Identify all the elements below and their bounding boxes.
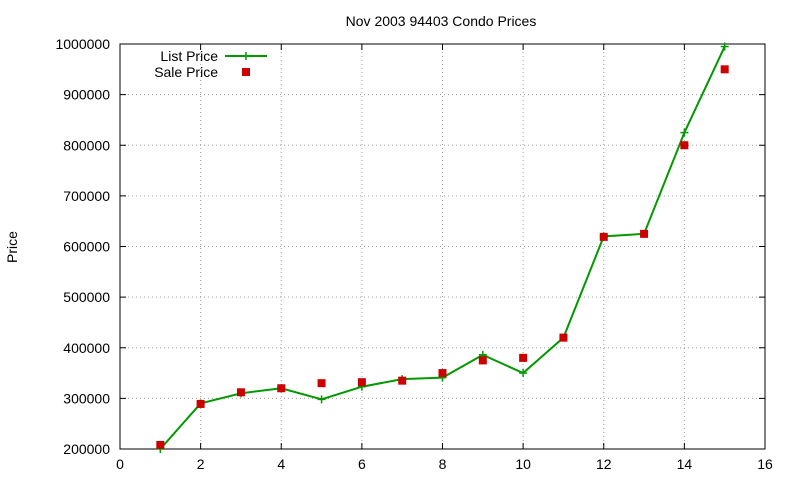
x-tick-label: 8 [439, 456, 447, 472]
sale-price-point [640, 229, 649, 238]
sale-price-point [599, 232, 608, 241]
x-tick-label: 10 [515, 456, 531, 472]
x-tick-label: 2 [197, 456, 205, 472]
list-price-point [519, 369, 528, 378]
series-layer [156, 42, 729, 453]
legend-label: Sale Price [154, 64, 218, 80]
y-tick-label: 1000000 [55, 36, 110, 52]
x-tick-label: 6 [358, 456, 366, 472]
list-price-point [317, 395, 326, 404]
sale-price-point [680, 141, 689, 150]
y-axis-label: Price [4, 231, 20, 263]
y-tick-label: 300000 [63, 390, 110, 406]
sale-price-point [398, 376, 407, 385]
y-tick-label: 200000 [63, 441, 110, 457]
sale-price-point [559, 333, 568, 342]
x-tick-label: 16 [757, 456, 773, 472]
axes-layer: 0 2 4 6 8 10 12 14 16 200000 300000 400000 500000 600… [55, 36, 773, 472]
sale-price-point [156, 440, 165, 449]
sale-price-point [720, 65, 729, 74]
sale-price-point [317, 379, 326, 388]
sale-price-point [357, 378, 366, 387]
x-tick-label: 0 [116, 456, 124, 472]
sale-price-point [236, 388, 245, 397]
list-price-point [680, 128, 689, 137]
x-tick-label: 14 [677, 456, 693, 472]
sale-price-point [438, 369, 447, 378]
grid-layer [120, 44, 765, 449]
x-tick-label: 4 [277, 456, 285, 472]
chart-title: Nov 2003 94403 Condo Prices [346, 13, 537, 29]
x-tick-label: 12 [596, 456, 612, 472]
y-tick-label: 600000 [63, 239, 110, 255]
y-tick-label: 500000 [63, 289, 110, 305]
sale-price-point [277, 384, 286, 393]
sale-price-point [196, 399, 205, 408]
y-tick-label: 400000 [63, 340, 110, 356]
y-tick-label: 900000 [63, 87, 110, 103]
y-tick-label: 700000 [63, 188, 110, 204]
y-tick-label: 800000 [63, 137, 110, 153]
list-price-point [720, 42, 729, 51]
legend-square-swatch [242, 68, 250, 76]
sale-price-point [478, 356, 487, 365]
legend-label: List Price [160, 48, 218, 64]
sale-price-point [519, 353, 528, 362]
